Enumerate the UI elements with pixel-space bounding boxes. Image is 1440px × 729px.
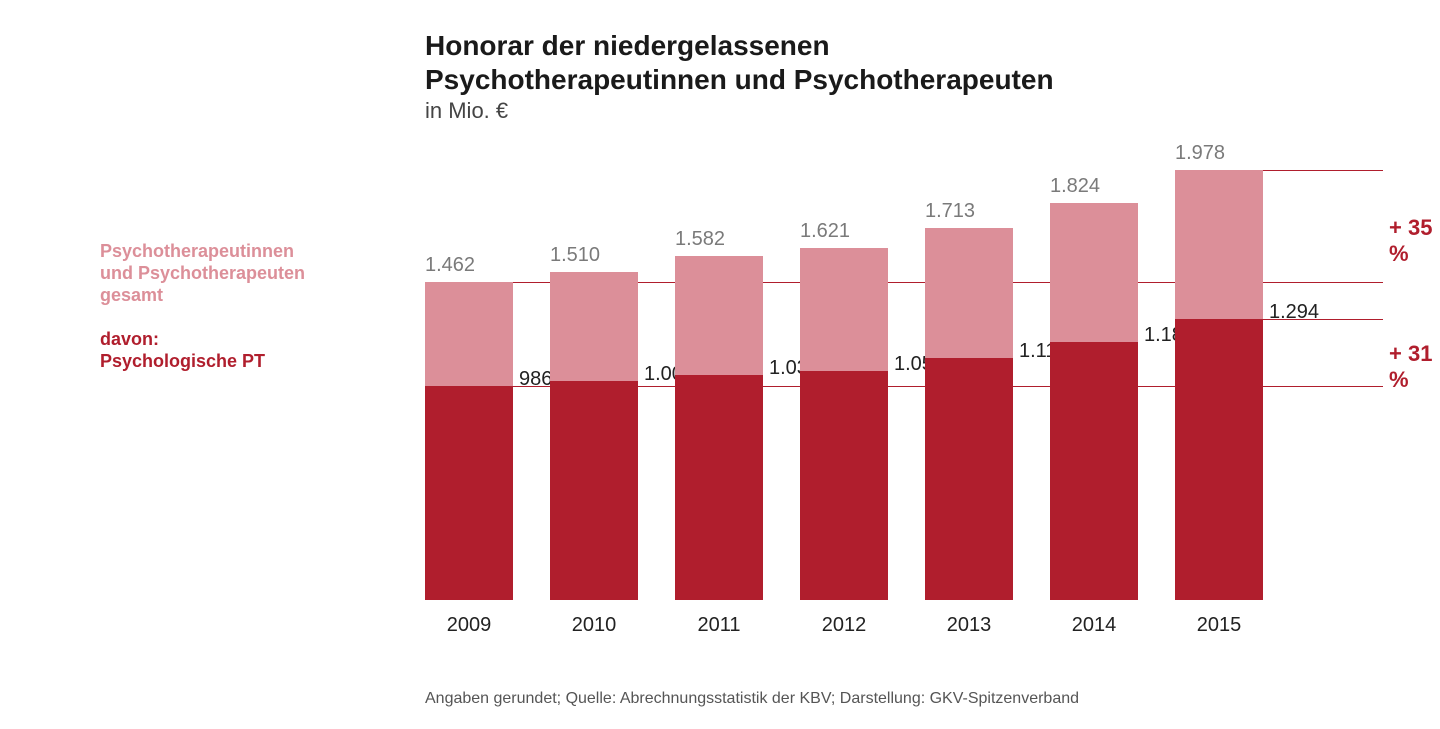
bar-inner [1050,342,1138,600]
ref-line-inner-last [1263,319,1383,320]
bar-inner [550,381,638,600]
bar-chart: 1.46298620091.5101.00820101.5821.0372011… [0,0,1440,729]
value-label-total: 1.510 [550,244,600,267]
bar-total [675,256,763,600]
ref-line-total-last [1263,170,1383,171]
bar-inner [1175,319,1263,600]
annotation-total-pct: + 35 % [1389,215,1440,267]
bar-total [1050,203,1138,600]
x-axis-label: 2013 [925,614,1013,637]
annotation-inner-pct: + 31 % [1389,341,1440,393]
bar-total [550,272,638,600]
bar-inner [425,386,513,600]
bar-total [425,282,513,600]
value-label-total: 1.462 [425,254,475,277]
value-label-total: 1.713 [925,200,975,223]
value-label-inner: 986 [519,368,552,391]
value-label-total: 1.824 [1050,175,1100,198]
value-label-total: 1.582 [675,228,725,251]
bar-inner [675,375,763,600]
bar-inner [800,371,888,600]
x-axis-label: 2015 [1175,614,1263,637]
value-label-total: 1.621 [800,220,850,243]
x-axis-label: 2014 [1050,614,1138,637]
bar-total [925,228,1013,600]
x-axis-label: 2009 [425,614,513,637]
bar-total [1175,170,1263,600]
value-label-inner: 1.294 [1269,301,1319,324]
x-axis-label: 2010 [550,614,638,637]
value-label-total: 1.978 [1175,142,1225,165]
bar-inner [925,358,1013,600]
x-axis-label: 2011 [675,614,763,637]
bar-total [800,248,888,600]
source-note: Angaben gerundet; Quelle: Abrechnungssta… [425,690,1079,708]
x-axis-label: 2012 [800,614,888,637]
